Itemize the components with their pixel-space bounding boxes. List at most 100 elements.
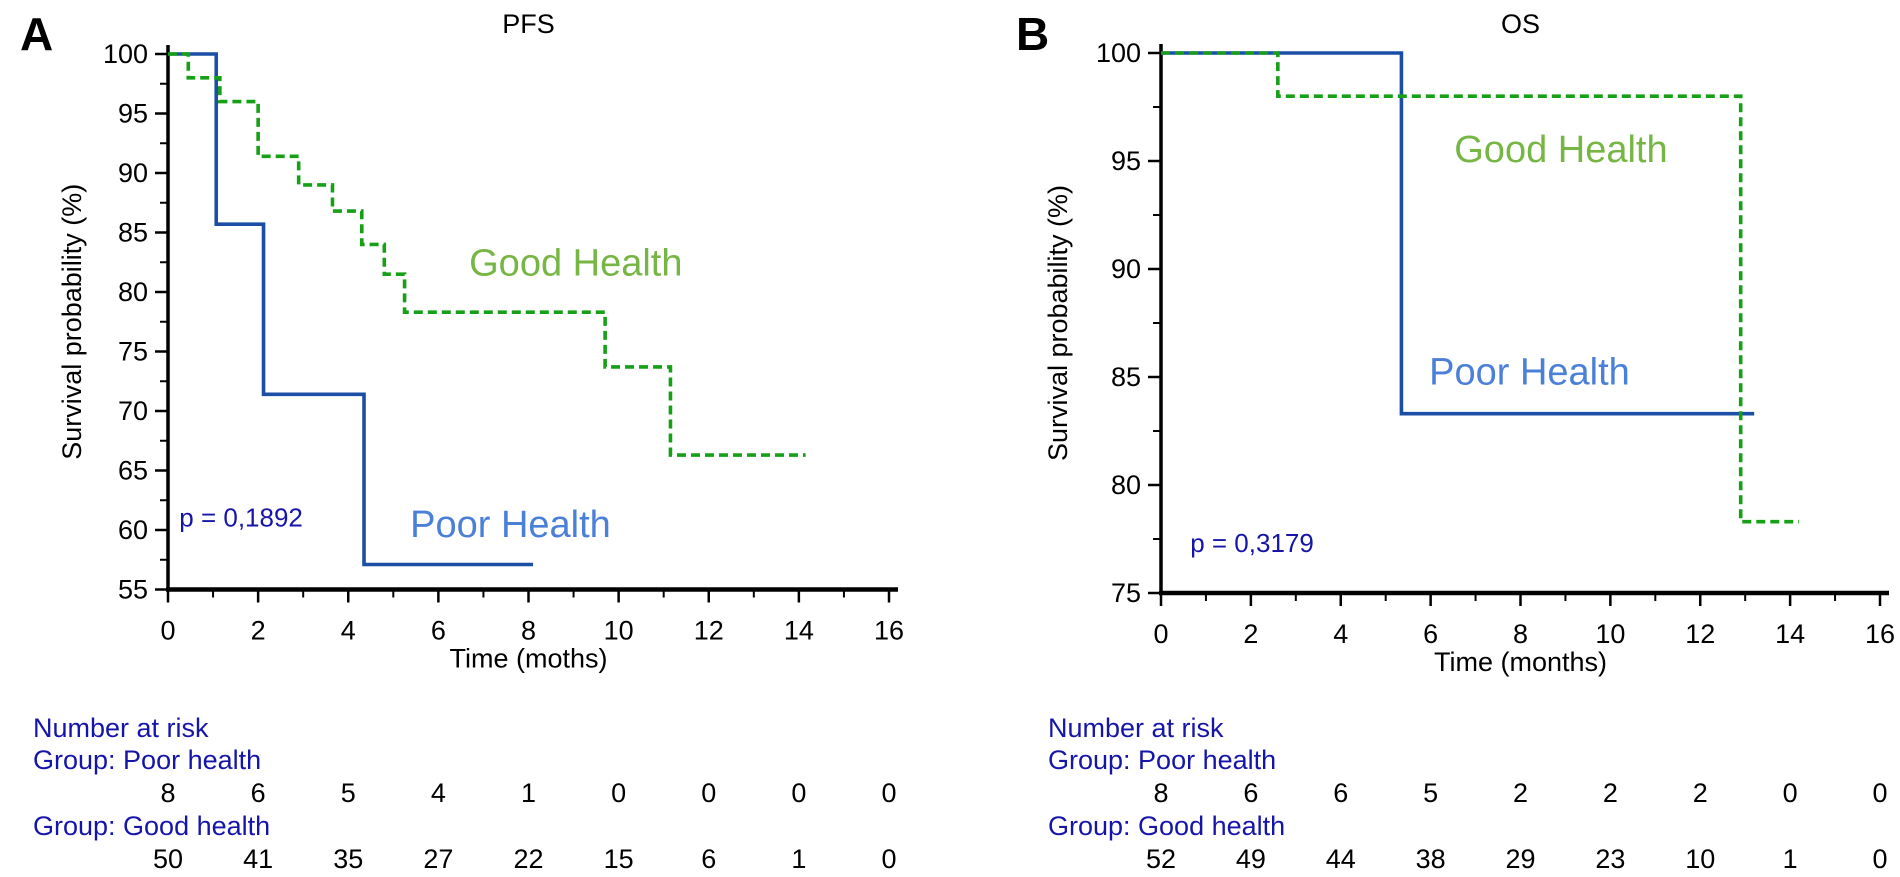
x-tick-label: 4 bbox=[341, 616, 356, 646]
risk-count: 0 bbox=[1783, 778, 1798, 808]
risk-count: 50 bbox=[153, 844, 183, 874]
panel-b-label-poor-health: Poor Health bbox=[1429, 352, 1630, 394]
x-tick-label: 14 bbox=[784, 616, 814, 646]
risk-count: 6 bbox=[1333, 778, 1348, 808]
risk-count: 1 bbox=[521, 778, 536, 808]
panel-a-y-axis-title: Survival probability (%) bbox=[57, 184, 87, 460]
y-tick-label: 100 bbox=[103, 39, 148, 69]
y-tick-label: 75 bbox=[1111, 578, 1141, 608]
risk-count: 6 bbox=[701, 844, 716, 874]
panel-b-x-axis-title: Time (months) bbox=[1434, 647, 1607, 677]
panel-a-title: PFS bbox=[502, 9, 555, 39]
x-tick-label: 16 bbox=[874, 616, 904, 646]
risk-count: 8 bbox=[1153, 778, 1168, 808]
risk-count: 4 bbox=[431, 778, 446, 808]
y-tick-label: 70 bbox=[118, 396, 148, 426]
panel-a-risk-header: Number at risk bbox=[33, 713, 209, 743]
panel-a-curve-poor-health bbox=[168, 52, 534, 567]
y-tick-label: 95 bbox=[1111, 146, 1141, 176]
x-tick-label: 12 bbox=[694, 616, 724, 646]
risk-count: 15 bbox=[604, 844, 634, 874]
risk-count: 1 bbox=[791, 844, 806, 874]
panel-a-y-ticks: 55 60 65 70 75 80 85 90 95 100 bbox=[103, 39, 168, 605]
risk-count: 38 bbox=[1416, 844, 1446, 874]
risk-count: 41 bbox=[243, 844, 273, 874]
risk-count: 52 bbox=[1146, 844, 1176, 874]
risk-count: 27 bbox=[423, 844, 453, 874]
panel-a-curve-good-health bbox=[168, 52, 806, 457]
panel-b-curve-poor-health bbox=[1161, 51, 1755, 416]
panel-a-risk-counts-row: 8 6 5 4 1 0 0 0 0 bbox=[160, 778, 896, 808]
y-tick-label: 85 bbox=[1111, 362, 1141, 392]
panel-b-curve-good-health bbox=[1161, 51, 1800, 524]
panel-a-label-good-health: Good Health bbox=[469, 242, 682, 284]
panel-a-p-value: p = 0,1892 bbox=[179, 502, 303, 532]
x-tick-label: 6 bbox=[1423, 619, 1438, 649]
x-tick-label: 10 bbox=[1595, 619, 1625, 649]
y-tick-label: 75 bbox=[118, 337, 148, 367]
panel-b-y-ticks: 75 80 85 90 95 100 bbox=[1096, 38, 1161, 608]
y-tick-label: 60 bbox=[118, 515, 148, 545]
x-tick-label: 0 bbox=[1153, 619, 1168, 649]
risk-count: 6 bbox=[251, 778, 266, 808]
panel-b-risk-header: Number at risk bbox=[1048, 713, 1224, 743]
risk-count: 0 bbox=[881, 778, 896, 808]
risk-count: 5 bbox=[341, 778, 356, 808]
x-tick-label: 2 bbox=[1243, 619, 1258, 649]
panel-a-x-ticks: 0 2 4 6 8 10 12 14 16 bbox=[160, 589, 904, 646]
panel-b-letter: B bbox=[1016, 8, 1049, 60]
risk-count: 0 bbox=[881, 844, 896, 874]
y-tick-label: 95 bbox=[118, 99, 148, 129]
x-tick-label: 4 bbox=[1333, 619, 1348, 649]
x-tick-label: 8 bbox=[521, 616, 536, 646]
x-tick-label: 2 bbox=[251, 616, 266, 646]
risk-count: 35 bbox=[333, 844, 363, 874]
risk-count: 49 bbox=[1236, 844, 1266, 874]
risk-count: 2 bbox=[1693, 778, 1708, 808]
y-tick-label: 80 bbox=[118, 277, 148, 307]
risk-count: 0 bbox=[1872, 778, 1887, 808]
risk-count: 2 bbox=[1513, 778, 1528, 808]
y-tick-label: 55 bbox=[118, 575, 148, 605]
risk-count: 23 bbox=[1595, 844, 1625, 874]
x-tick-label: 10 bbox=[604, 616, 634, 646]
panel-b-risk-counts-row: 8 6 6 5 2 2 2 0 0 bbox=[1153, 778, 1887, 808]
x-tick-label: 8 bbox=[1513, 619, 1528, 649]
risk-count: 0 bbox=[791, 778, 806, 808]
panel-b-x-ticks: 0 2 4 6 8 10 12 14 16 bbox=[1153, 593, 1895, 649]
panel-b-risk-group-label: Group: Poor health bbox=[1048, 745, 1276, 775]
risk-count: 2 bbox=[1603, 778, 1618, 808]
panel-a-risk-group-label: Group: Good health bbox=[33, 811, 270, 841]
risk-count: 10 bbox=[1685, 844, 1715, 874]
y-tick-label: 65 bbox=[118, 456, 148, 486]
risk-count: 1 bbox=[1783, 844, 1798, 874]
x-tick-label: 16 bbox=[1865, 619, 1895, 649]
y-tick-label: 90 bbox=[1111, 254, 1141, 284]
panel-b-label-good-health: Good Health bbox=[1454, 129, 1667, 171]
panel-a-x-axis-title: Time (moths) bbox=[449, 644, 607, 674]
panel-b-risk-counts-row: 52 49 44 38 29 23 10 1 0 bbox=[1146, 844, 1888, 874]
panel-a-risk-counts-row: 50 41 35 27 22 15 6 1 0 bbox=[153, 844, 897, 874]
x-tick-label: 0 bbox=[160, 616, 175, 646]
risk-count: 0 bbox=[1872, 844, 1887, 874]
risk-count: 0 bbox=[611, 778, 626, 808]
risk-count: 8 bbox=[160, 778, 175, 808]
panel-b-y-axis-title: Survival probability (%) bbox=[1043, 185, 1073, 461]
risk-count: 29 bbox=[1505, 844, 1535, 874]
panel-b-p-value: p = 0,3179 bbox=[1190, 528, 1314, 558]
y-tick-label: 90 bbox=[118, 158, 148, 188]
risk-count: 6 bbox=[1243, 778, 1258, 808]
risk-count: 44 bbox=[1326, 844, 1356, 874]
x-tick-label: 6 bbox=[431, 616, 446, 646]
risk-count: 5 bbox=[1423, 778, 1438, 808]
panel-b-axes bbox=[1159, 44, 1889, 596]
risk-count: 22 bbox=[513, 844, 543, 874]
y-tick-label: 85 bbox=[118, 218, 148, 248]
x-tick-label: 14 bbox=[1775, 619, 1805, 649]
